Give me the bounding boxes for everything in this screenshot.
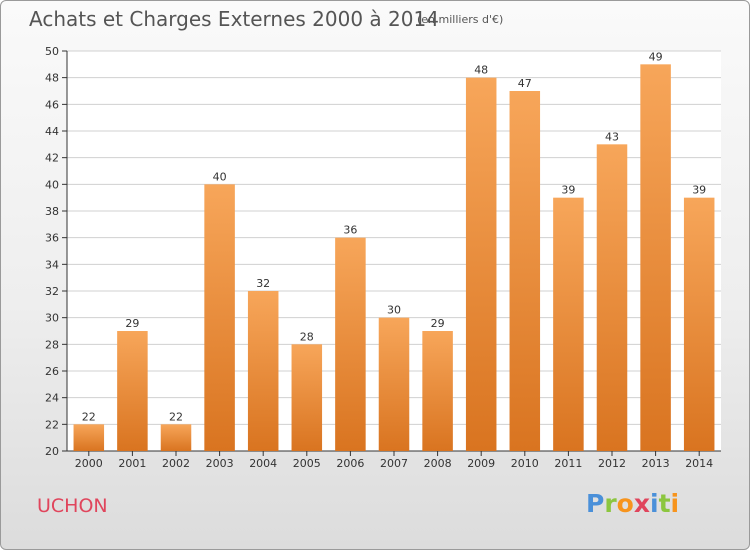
y-tick-label: 50: [45, 45, 59, 58]
bar-value-label: 48: [474, 64, 488, 77]
x-tick-label: 2007: [380, 457, 408, 470]
bar-value-label: 39: [561, 184, 575, 197]
y-tick-label: 22: [45, 418, 59, 431]
bar-value-label: 29: [431, 317, 445, 330]
x-tick-label: 2002: [162, 457, 190, 470]
y-tick-label: 44: [45, 125, 59, 138]
y-tick-label: 24: [45, 392, 59, 405]
bar-value-label: 36: [343, 224, 357, 237]
bar-value-label: 30: [387, 304, 401, 317]
x-tick-label: 2008: [424, 457, 452, 470]
y-tick-label: 38: [45, 205, 59, 218]
bar: [160, 424, 192, 451]
x-tick-label: 2003: [206, 457, 234, 470]
chart-unit: (en milliers d'€): [417, 13, 504, 26]
logo-letter: i: [650, 489, 659, 518]
logo-letter: r: [604, 489, 617, 518]
bar: [247, 291, 279, 451]
y-tick-label: 40: [45, 178, 59, 191]
commune-name: UCHON: [37, 495, 108, 517]
y-tick-label: 32: [45, 285, 59, 298]
logo-letter: P: [586, 489, 605, 518]
y-tick-label: 42: [45, 152, 59, 165]
y-tick-label: 48: [45, 72, 59, 85]
bar: [422, 331, 453, 451]
chart-title: Achats et Charges Externes 2000 à 2014: [29, 7, 439, 31]
x-tick-label: 2006: [336, 457, 364, 470]
x-tick-label: 2000: [75, 457, 103, 470]
x-tick-label: 2009: [467, 457, 495, 470]
bar-value-label: 40: [213, 170, 227, 183]
bar-value-label: 39: [692, 184, 706, 197]
bar: [683, 197, 715, 451]
logo-letter: x: [633, 489, 650, 518]
proxiti-logo: Proxiti: [586, 489, 679, 518]
bar: [378, 317, 410, 451]
x-tick-label: 2005: [293, 457, 321, 470]
bar: [73, 424, 105, 451]
x-tick-label: 2012: [598, 457, 626, 470]
x-tick-label: 2011: [554, 457, 582, 470]
x-tick-label: 2014: [685, 457, 713, 470]
logo-letter: t: [658, 489, 671, 518]
y-tick-label: 28: [45, 338, 59, 351]
y-tick-label: 36: [45, 232, 59, 245]
bar-value-label: 28: [300, 330, 314, 343]
bar-value-label: 47: [518, 77, 532, 90]
bar: [117, 331, 148, 451]
x-tick-label: 2013: [642, 457, 670, 470]
bar: [553, 197, 584, 451]
logo-letter: o: [616, 489, 634, 518]
bar-value-label: 43: [605, 130, 619, 143]
bar-value-label: 49: [649, 50, 663, 63]
bar: [204, 184, 235, 452]
x-tick-label: 2004: [249, 457, 277, 470]
bar: [465, 77, 497, 452]
y-tick-label: 30: [45, 312, 59, 325]
bar: [509, 91, 541, 451]
y-tick-label: 26: [45, 365, 59, 378]
bar-value-label: 22: [169, 410, 183, 423]
bar: [640, 64, 671, 452]
bar: [596, 144, 628, 452]
y-tick-label: 46: [45, 98, 59, 111]
bar-value-label: 29: [125, 317, 139, 330]
bar-value-label: 32: [256, 277, 270, 290]
logo-letter: i: [670, 489, 680, 518]
y-tick-label: 20: [45, 445, 59, 458]
bar-value-label: 22: [82, 410, 96, 423]
bar: [291, 344, 323, 451]
x-tick-label: 2010: [511, 457, 539, 470]
x-tick-label: 2001: [118, 457, 146, 470]
y-tick-label: 34: [45, 258, 59, 271]
bar: [335, 237, 366, 451]
